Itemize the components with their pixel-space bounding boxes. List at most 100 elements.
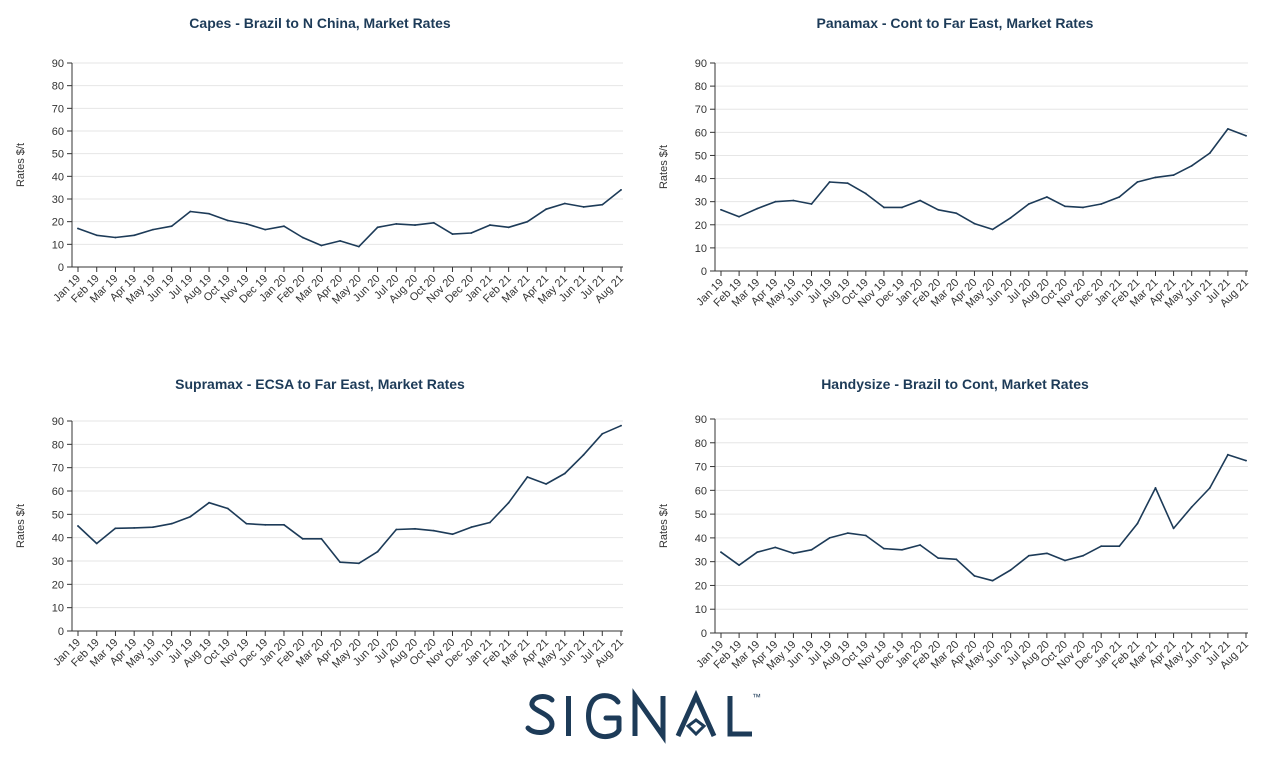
data-point	[245, 522, 248, 525]
y-tick-label: 80	[52, 81, 64, 93]
y-tick-label: 30	[695, 557, 707, 569]
data-point	[414, 224, 416, 226]
data-point	[1208, 152, 1211, 155]
y-tick-label: 20	[52, 579, 64, 591]
data-point	[95, 234, 98, 237]
y-tick-label: 50	[695, 150, 707, 162]
y-tick-label: 0	[58, 262, 64, 274]
data-point	[937, 208, 940, 211]
y-tick-label: 80	[52, 439, 64, 451]
chart-title: Panamax - Cont to Far East, Market Rates	[817, 15, 1094, 31]
data-point	[526, 476, 529, 478]
y-axis-label: Rates $/t	[658, 145, 670, 189]
data-point	[470, 526, 473, 529]
data-point	[1100, 203, 1103, 205]
data-point	[1245, 459, 1247, 462]
data-point	[376, 226, 379, 229]
y-tick-label: 50	[52, 509, 64, 521]
data-point	[1172, 174, 1175, 176]
y-tick-label: 10	[695, 604, 707, 616]
data-point	[620, 424, 622, 427]
data-point	[414, 527, 416, 530]
y-tick-label: 50	[695, 509, 707, 521]
y-tick-label: 70	[695, 462, 707, 474]
data-point	[320, 537, 323, 540]
data-point	[864, 534, 867, 537]
y-axis-label: Rates $/t	[15, 504, 27, 548]
data-point	[1245, 134, 1247, 137]
data-point	[114, 236, 117, 239]
data-point	[1027, 203, 1030, 205]
data-point	[582, 206, 585, 208]
data-point	[1136, 181, 1139, 183]
data-point	[846, 532, 849, 535]
data-point	[95, 542, 98, 545]
y-tick-label: 30	[52, 556, 64, 568]
data-point	[973, 575, 976, 577]
data-point	[828, 181, 831, 183]
data-point	[432, 221, 435, 224]
data-point	[601, 432, 604, 435]
data-point	[720, 208, 722, 211]
y-tick-label: 30	[695, 197, 707, 209]
data-point	[810, 203, 813, 205]
series-line	[720, 453, 1247, 582]
data-point	[133, 234, 136, 237]
data-point	[1009, 569, 1012, 571]
data-point	[339, 240, 342, 242]
y-axis-label: Rates $/t	[15, 143, 27, 187]
data-point	[151, 228, 154, 231]
data-point	[301, 537, 304, 540]
data-point	[264, 228, 267, 231]
data-point	[1190, 164, 1193, 167]
data-point	[756, 207, 759, 210]
data-point	[545, 483, 548, 485]
y-tick-label: 40	[52, 533, 64, 545]
data-point	[451, 233, 454, 236]
y-tick-label: 0	[701, 628, 707, 640]
data-point	[395, 528, 398, 531]
data-point	[1045, 552, 1048, 555]
chart-title: Supramax - ECSA to Far East, Market Rate…	[175, 376, 465, 392]
data-point	[901, 548, 903, 551]
chart-title: Capes - Brazil to N China, Market Rates	[189, 15, 451, 31]
data-point	[489, 224, 491, 226]
data-point	[1172, 527, 1175, 530]
data-point	[77, 227, 79, 230]
data-point	[1154, 487, 1157, 489]
series-line	[720, 128, 1247, 231]
data-point	[955, 212, 958, 215]
trademark-mark: ™	[752, 692, 761, 702]
data-point	[283, 225, 285, 228]
y-tick-label: 20	[695, 580, 707, 592]
data-point	[1190, 506, 1193, 508]
chart-3: Supramax - ECSA to Far East, Market Rate…	[15, 376, 626, 671]
y-tick-label: 70	[695, 104, 707, 116]
data-point	[937, 557, 940, 559]
y-tick-label: 10	[52, 239, 64, 251]
data-point	[189, 515, 192, 518]
y-tick-label: 90	[52, 416, 64, 428]
y-tick-label: 70	[52, 103, 64, 115]
y-tick-label: 60	[52, 486, 64, 498]
series-line	[77, 189, 622, 248]
data-point	[955, 558, 958, 561]
data-point	[883, 206, 885, 209]
y-tick-label: 90	[52, 58, 64, 70]
data-point	[545, 208, 548, 211]
data-point	[470, 232, 473, 234]
data-point	[226, 507, 229, 510]
y-tick-label: 10	[695, 243, 707, 255]
data-point	[901, 206, 903, 209]
data-point	[828, 536, 831, 539]
y-tick-label: 20	[52, 217, 64, 229]
data-point	[357, 562, 360, 565]
data-point	[810, 548, 813, 551]
data-point	[774, 200, 777, 203]
y-tick-label: 0	[701, 266, 707, 278]
data-point	[1064, 559, 1066, 562]
data-point	[339, 561, 342, 564]
data-point	[114, 527, 117, 530]
y-tick-label: 90	[695, 58, 707, 70]
